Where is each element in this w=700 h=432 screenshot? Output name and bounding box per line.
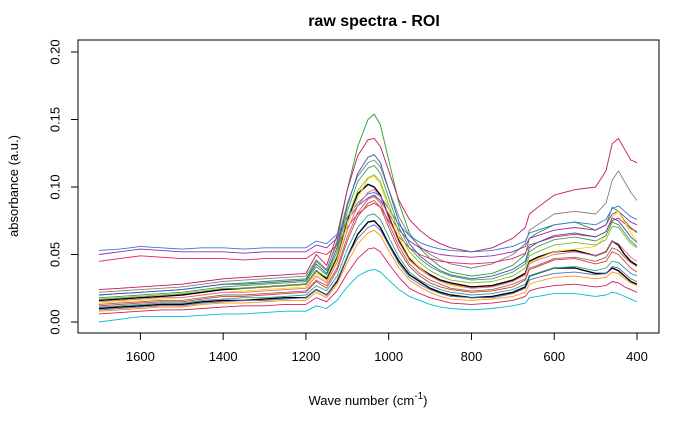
y-tick-label: 0.10 xyxy=(47,174,62,199)
x-axis: 1600 1400 1200 1000 800 600 400 xyxy=(126,332,648,364)
x-axis-label-main: Wave number (cm xyxy=(309,393,415,408)
spectrum-line-6 xyxy=(98,191,638,253)
spectra-lines xyxy=(98,113,638,323)
spectrum-line-15 xyxy=(98,189,638,303)
spectrum-line-9 xyxy=(98,268,638,323)
spectrum-line-20 xyxy=(98,247,638,315)
spectrum-line-2 xyxy=(98,183,638,302)
x-tick-label: 600 xyxy=(543,349,565,364)
y-tick-label: 0.00 xyxy=(47,309,62,334)
x-axis-label: Wave number (cm-1) xyxy=(309,391,428,408)
chart-title: raw spectra - ROI xyxy=(308,13,440,30)
spectrum-line-1 xyxy=(98,220,638,310)
x-tick-label: 400 xyxy=(626,349,648,364)
spectrum-line-8 xyxy=(98,202,638,265)
y-axis-label: absorbance (a.u.) xyxy=(6,135,21,237)
spectrum-line-17 xyxy=(98,195,638,305)
x-tick-label: 1400 xyxy=(209,349,238,364)
spectrum-line-11 xyxy=(98,200,638,307)
spectrum-line-19 xyxy=(98,224,638,311)
x-tick-label: 1600 xyxy=(126,349,155,364)
y-tick-label: 0.15 xyxy=(47,107,62,132)
y-axis: 0.00 0.05 0.10 0.15 0.20 xyxy=(47,39,79,335)
y-tick-label: 0.20 xyxy=(47,39,62,64)
spectrum-line-5 xyxy=(98,159,638,293)
spectrum-line-10 xyxy=(98,175,638,304)
x-axis-label-superscript: -1 xyxy=(414,391,423,402)
spectrum-line-7 xyxy=(98,194,638,258)
x-tick-label: 1000 xyxy=(374,349,403,364)
plot-area-box xyxy=(77,39,660,334)
spectrum-line-16 xyxy=(98,213,638,308)
spectrum-line-13 xyxy=(98,229,638,312)
spectrum-line-14 xyxy=(98,154,638,296)
x-axis-label-close: ) xyxy=(423,393,427,408)
x-tick-label: 800 xyxy=(461,349,483,364)
spectrum-line-4 xyxy=(98,137,638,291)
spectrum-line-18 xyxy=(98,174,638,300)
spectrum-line-12 xyxy=(98,164,638,299)
spectrum-line-3 xyxy=(98,113,638,296)
x-tick-label: 1200 xyxy=(291,349,320,364)
y-tick-label: 0.05 xyxy=(47,242,62,267)
